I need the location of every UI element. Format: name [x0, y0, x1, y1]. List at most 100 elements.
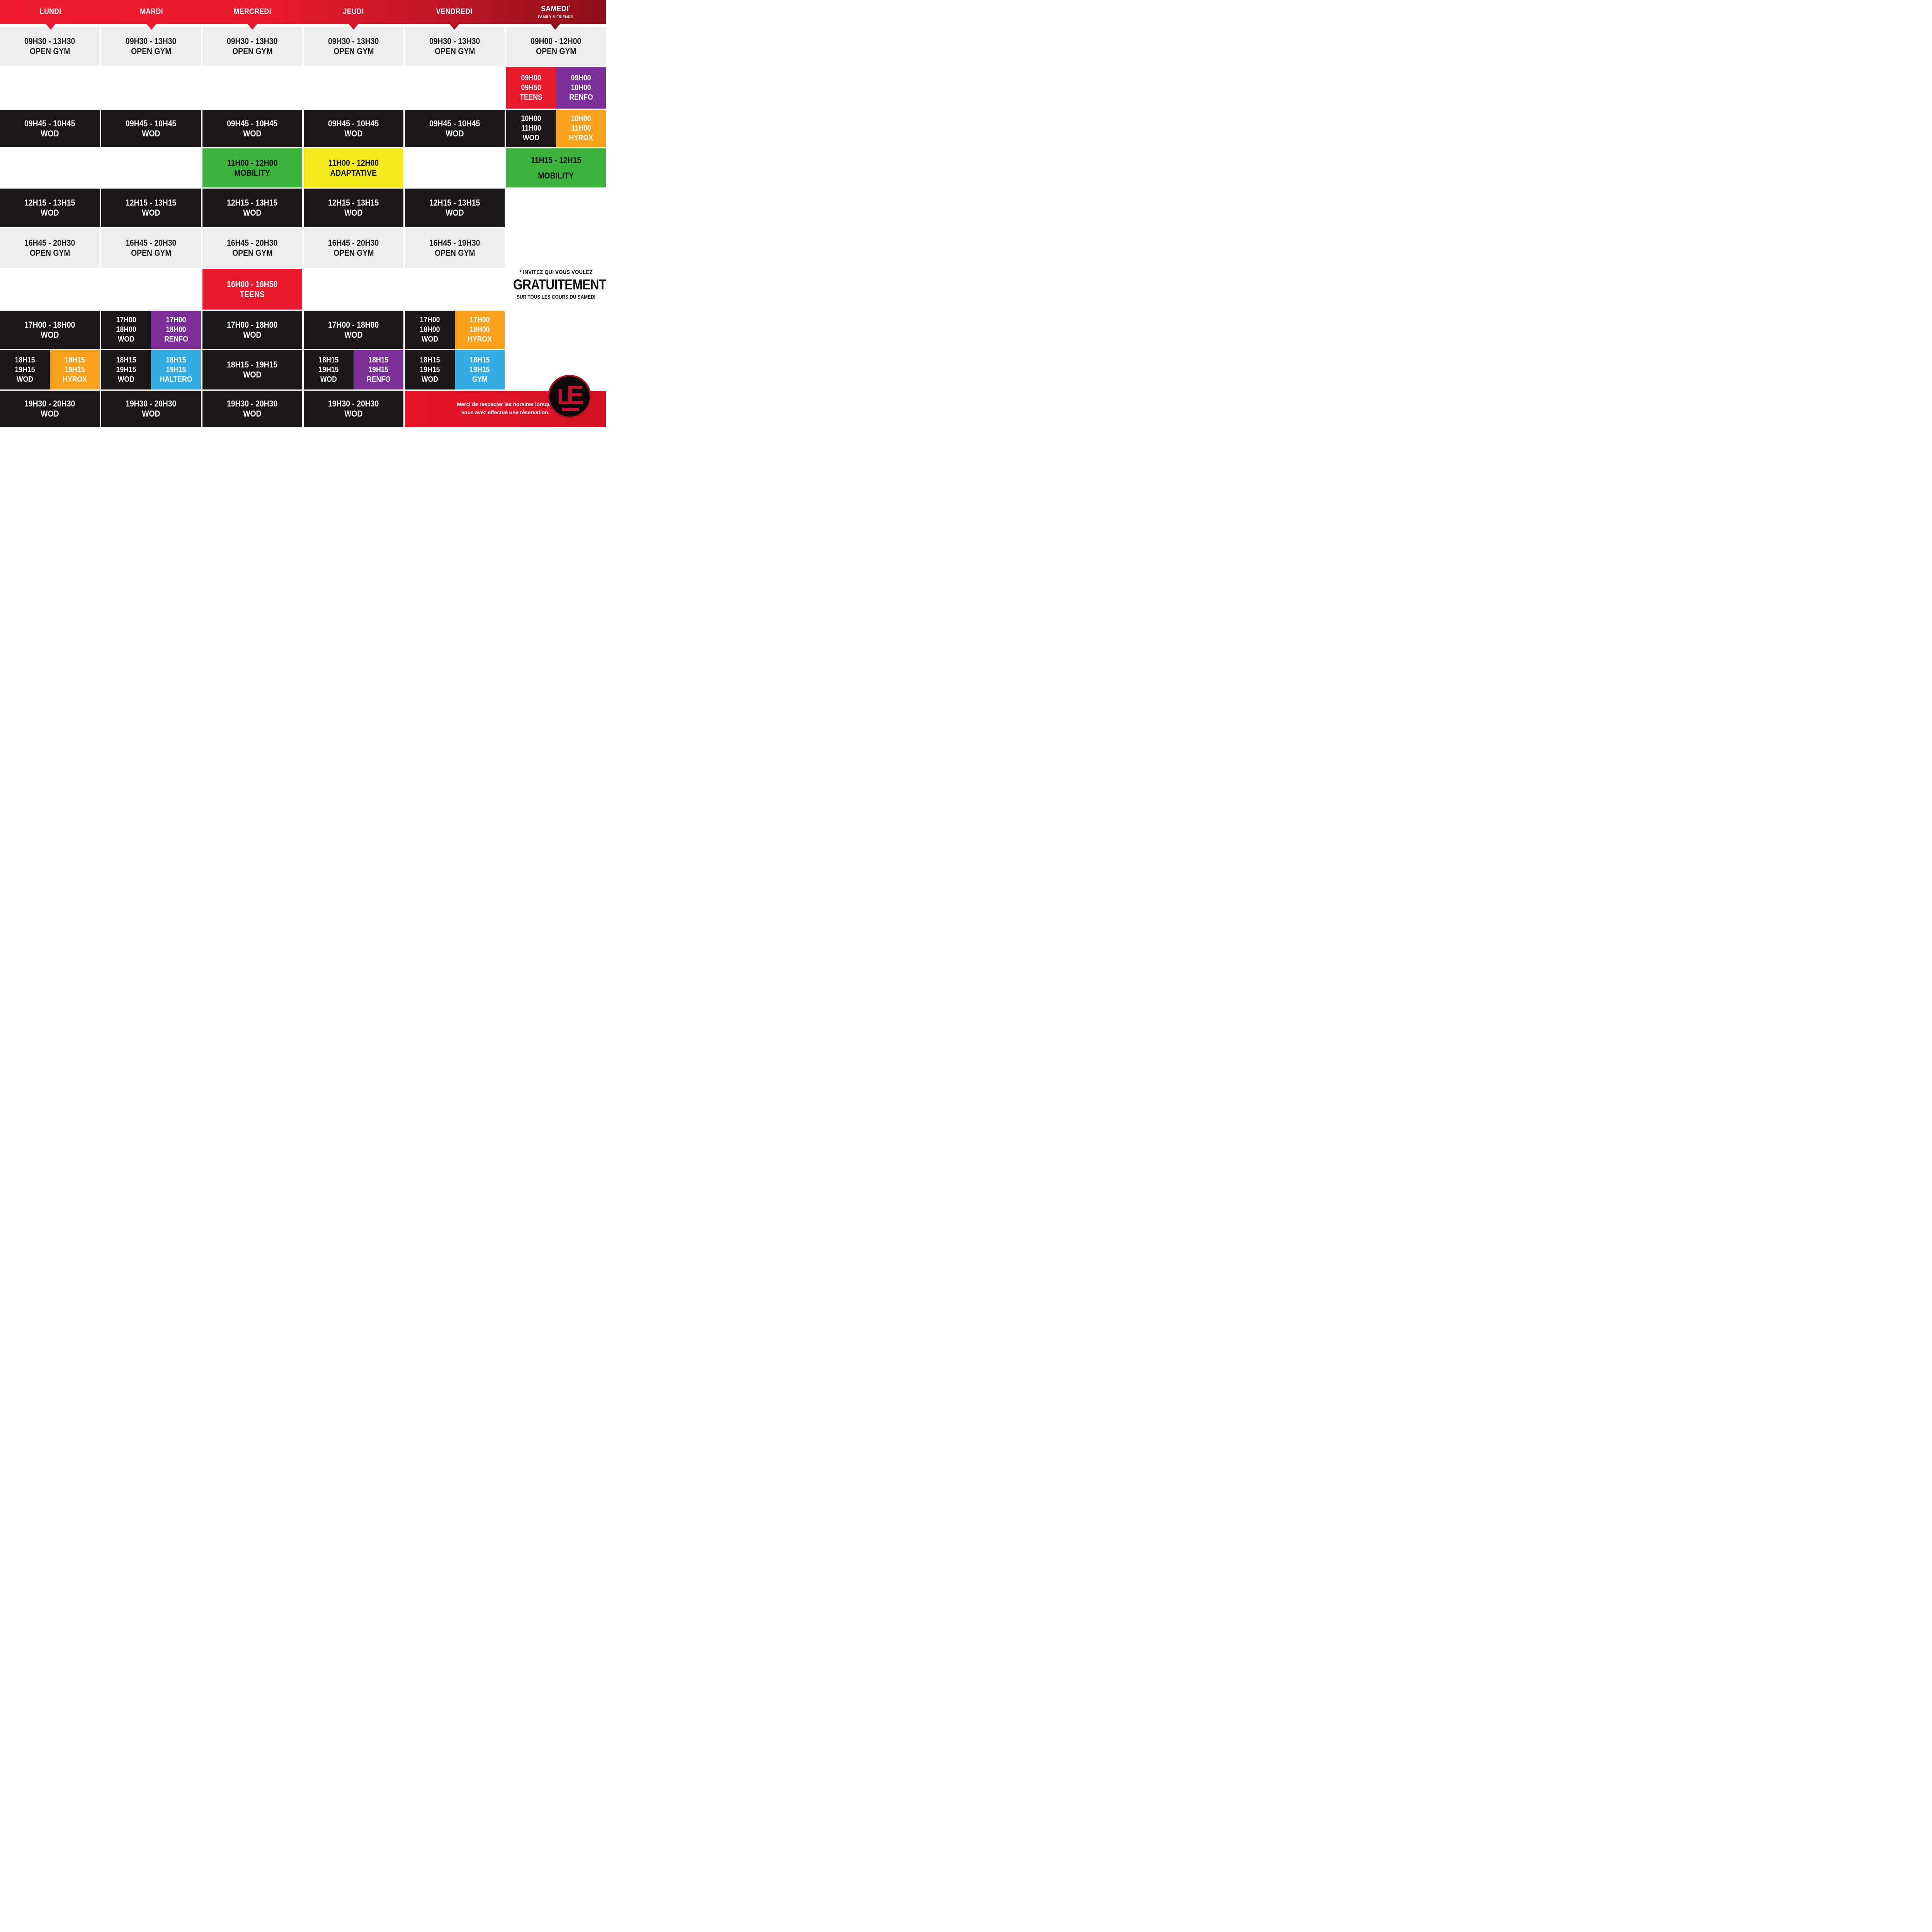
- cell-lundi-wod-1930: 19H30 - 20H30 WOD: [0, 391, 100, 427]
- cell-jeudi-wod-1215: 12H15 - 13H15 WOD: [304, 189, 403, 227]
- cell-activity: MOBILITY: [538, 170, 574, 180]
- cell-activity: RENFO: [569, 93, 593, 102]
- logo-letter-e: E: [566, 380, 584, 410]
- cell-jeudi-adaptative: 11H00 - 12H00 ADAPTATIVE: [304, 148, 403, 187]
- cell-time: 16H00 - 16H50: [227, 279, 278, 289]
- cell-activity: WOD: [421, 335, 439, 344]
- samedi-promo-area: * INVITEZ QUI VOUS VOULEZ GRATUITEMENT S…: [506, 189, 606, 389]
- cell-activity: WOD: [522, 134, 540, 142]
- cell-jeudi-wod-renfo-1815: 18H15 19H15 WOD 18H15 19H15 RENFO: [304, 350, 403, 389]
- cell-time: 12H15 - 13H15: [24, 198, 75, 208]
- cell-activity: WOD: [243, 370, 262, 379]
- notice-line1: Merci de respecter les horaires lorsque: [457, 401, 554, 408]
- cell-vendredi-open-gym-evening: 16H45 - 19H30 OPEN GYM: [405, 228, 505, 268]
- asterisk-mark: *: [568, 5, 570, 10]
- cell-time: 18H15 - 19H15: [227, 360, 278, 370]
- day-header-mardi: MARDI: [101, 0, 202, 30]
- day-notch-icon: [348, 24, 359, 30]
- cell-mercredi-wod-1815: 18H15 - 19H15 WOD: [202, 350, 302, 389]
- cell-activity: OPEN GYM: [232, 46, 273, 56]
- cell-time-start: 18H15: [420, 355, 440, 364]
- cell-mercredi-open-gym-morning: 09H30 - 13H30 OPEN GYM: [202, 27, 302, 66]
- cell-activity: OPEN GYM: [232, 248, 273, 258]
- promo-block: * INVITEZ QUI VOUS VOULEZ GRATUITEMENT S…: [506, 269, 606, 300]
- cell-activity: WOD: [243, 409, 262, 418]
- cell-mardi-open-gym-morning: 09H30 - 13H30 OPEN GYM: [101, 27, 201, 66]
- cell-time: 17H00 - 18H00: [24, 320, 75, 330]
- cell-time-end: 11H00: [521, 124, 541, 133]
- cell-activity: WOD: [446, 208, 464, 218]
- cell-time-start: 18H15: [368, 355, 389, 364]
- cell-time-end: 19H15: [166, 365, 186, 374]
- cell-jeudi-renfo-1815: 18H15 19H15 RENFO: [354, 350, 403, 389]
- cell-jeudi-wod-1930: 19H30 - 20H30 WOD: [304, 391, 403, 427]
- promo-line1: * INVITEZ QUI VOUS VOULEZ: [519, 269, 593, 276]
- day-header-vendredi: VENDREDI: [404, 0, 505, 30]
- cell-time-start: 18H15: [166, 355, 186, 364]
- cell-time: 09H30 - 13H30: [328, 36, 379, 46]
- cell-activity: HYROX: [63, 375, 87, 384]
- promo-line2: GRATUITEMENT: [513, 276, 606, 293]
- cell-activity: WOD: [243, 208, 262, 218]
- cell-time-end: 18H00: [469, 325, 490, 334]
- cell-time-end: 19H15: [420, 365, 440, 374]
- schedule-grid: 09H30 - 13H30 OPEN GYM 09H30 - 13H30 OPE…: [0, 27, 606, 427]
- cell-time: 12H15 - 13H15: [126, 198, 177, 208]
- cell-time-start: 10H00: [571, 114, 591, 123]
- cell-samedi-mobility: 11H15 - 12H15 MOBILITY: [506, 148, 606, 187]
- cell-mercredi-teens: 16H00 - 16H50 TEENS: [202, 269, 302, 310]
- cell-lundi-open-gym-morning: 09H30 - 13H30 OPEN GYM: [0, 27, 100, 66]
- cell-time: 09H30 - 13H30: [24, 36, 75, 46]
- cell-time-end: 19H15: [15, 365, 35, 374]
- day-label: JEUDI: [343, 7, 364, 16]
- cell-time: 16H45 - 20H30: [24, 238, 75, 248]
- cell-time-end: 18H00: [166, 325, 186, 334]
- day-header-samedi: SAMEDI* FAMILY & FRIENDS: [505, 0, 606, 30]
- day-sublabel: FAMILY & FRIENDS: [537, 14, 573, 19]
- cell-time-end: 19H15: [318, 365, 339, 374]
- cell-vendredi-wod-1215: 12H15 - 13H15 WOD: [405, 189, 505, 227]
- cell-activity: HYROX: [569, 134, 593, 142]
- cell-mercredi-open-gym-evening: 16H45 - 20H30 OPEN GYM: [202, 228, 302, 268]
- cell-vendredi-gym-1815: 18H15 19H15 GYM: [455, 350, 505, 389]
- cell-mercredi-wod-0945: 09H45 - 10H45 WOD: [202, 110, 302, 147]
- cell-activity: WOD: [344, 128, 363, 138]
- day-notch-icon: [45, 24, 56, 30]
- cell-activity: RENFO: [164, 335, 188, 344]
- cell-activity: TEENS: [240, 289, 265, 299]
- cell-jeudi-wod-0945: 09H45 - 10H45 WOD: [304, 110, 403, 147]
- cell-activity: OPEN GYM: [131, 46, 172, 56]
- cell-time: 09H45 - 10H45: [227, 118, 278, 128]
- cell-activity: WOD: [344, 409, 363, 418]
- cell-mercredi-wod-1930: 19H30 - 20H30 WOD: [202, 391, 302, 427]
- cell-samedi-hyrox: 10H00 11H00 HYROX: [556, 110, 606, 147]
- cell-mercredi-mobility: 11H00 - 12H00 MOBILITY: [202, 148, 302, 187]
- day-label: VENDREDI: [436, 7, 473, 16]
- cell-time: 11H00 - 12H00: [328, 158, 379, 168]
- cell-activity: WOD: [320, 375, 337, 384]
- cell-activity: WOD: [41, 330, 59, 340]
- cell-time-start: 18H15: [15, 355, 35, 364]
- notice-line2: vous avez effectué une réservation.: [461, 410, 550, 415]
- cell-time: 16H45 - 19H30: [429, 238, 480, 248]
- cell-time-start: 18H15: [318, 355, 339, 364]
- cell-time-start: 10H00: [521, 114, 541, 123]
- promo-line3: SUR TOUS LES COURS DU SAMEDI: [517, 294, 595, 300]
- day-notch-icon: [449, 24, 459, 30]
- cell-samedi-renfo: 09H00 10H00 RENFO: [556, 67, 606, 109]
- cell-mardi-wod-1215: 12H15 - 13H15 WOD: [101, 189, 201, 227]
- cell-time: 16H45 - 20H30: [227, 238, 278, 248]
- cell-vendredi-wod-hyrox-1700: 17H00 18H00 WOD 17H00 18H00 HYROX: [405, 311, 505, 349]
- cell-activity: WOD: [41, 128, 59, 138]
- cell-time-start: 17H00: [166, 316, 186, 324]
- cell-time: 19H30 - 20H30: [328, 399, 379, 409]
- cell-activity: OPEN GYM: [536, 46, 577, 56]
- cell-activity: WOD: [243, 128, 262, 138]
- cell-samedi-teens: 09H00 09H50 TEENS: [506, 67, 556, 109]
- day-header-jeudi: JEUDI: [303, 0, 404, 30]
- cell-time-end: 19H15: [469, 365, 490, 374]
- cell-jeudi-wod-1815: 18H15 19H15 WOD: [304, 350, 354, 389]
- schedule-poster: LUNDI MARDI MERCREDI JEUDI VENDREDI SAME…: [0, 0, 606, 427]
- cell-samedi-open-gym: 09H00 - 12H00 OPEN GYM: [506, 27, 606, 66]
- day-header-lundi: LUNDI: [0, 0, 101, 30]
